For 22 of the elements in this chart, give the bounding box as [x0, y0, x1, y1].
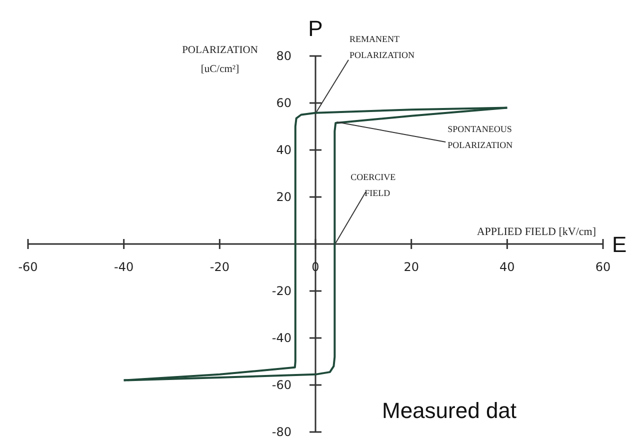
y-tick-label: 40: [276, 143, 292, 157]
annotation: REMANENT POLARIZATION: [350, 34, 415, 60]
y-tick-label: -80: [272, 425, 292, 439]
text: E: [612, 232, 627, 257]
annotation: SPONTANEOUS POLARIZATION: [448, 124, 514, 150]
y-tick-label: 80: [276, 49, 292, 63]
annotation: Measured dat: [382, 398, 517, 423]
x-tick-label: 20: [404, 260, 419, 274]
annotation: COERCIVE FIELD: [350, 172, 396, 198]
y-tick-label: -20: [272, 284, 292, 298]
x-axis-title: APPLIED FIELD [kV/cm]: [476, 226, 596, 238]
y-axis-title: POLARIZATION [uC/cm²]: [182, 45, 258, 75]
x-tick-label: -40: [114, 260, 134, 274]
x-tick-label: -20: [210, 260, 230, 274]
x-tick-label: 60: [595, 260, 611, 274]
x-tick-label: 40: [500, 260, 515, 274]
y-tick-label: -40: [272, 331, 292, 345]
y-tick-label: 20: [276, 190, 292, 204]
y-tick-label: -60: [272, 378, 292, 392]
y-tick-label: 60: [276, 96, 292, 110]
x-tick-label: -60: [18, 260, 38, 274]
text: P: [308, 16, 323, 41]
